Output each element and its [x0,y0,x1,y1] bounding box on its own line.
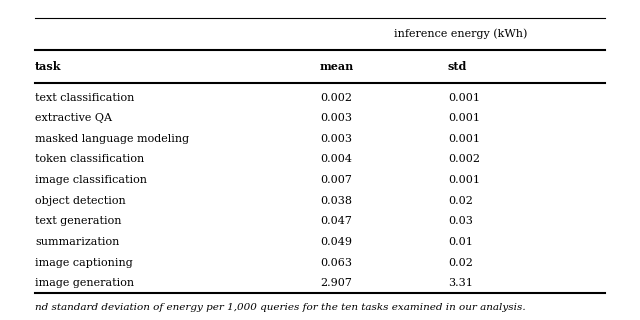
Text: text classification: text classification [35,92,134,103]
Text: 0.01: 0.01 [448,237,473,247]
Text: std: std [448,61,467,72]
Text: 3.31: 3.31 [448,278,473,288]
Text: mean: mean [320,61,355,72]
Text: 0.001: 0.001 [448,113,480,123]
Text: 0.001: 0.001 [448,134,480,144]
Text: nd standard deviation of energy per 1,000 queries for the ten tasks examined in : nd standard deviation of energy per 1,00… [35,303,526,312]
Text: 0.049: 0.049 [320,237,352,247]
Text: text generation: text generation [35,216,122,226]
Text: 0.02: 0.02 [448,258,473,268]
Text: 0.002: 0.002 [320,92,352,103]
Text: summarization: summarization [35,237,120,247]
Text: 0.03: 0.03 [448,216,473,226]
Text: image generation: image generation [35,278,134,288]
Text: extractive QA: extractive QA [35,113,112,123]
Text: 0.02: 0.02 [448,196,473,206]
Text: 0.002: 0.002 [448,155,480,164]
Text: 0.003: 0.003 [320,113,352,123]
Text: image classification: image classification [35,175,147,185]
Text: 0.038: 0.038 [320,196,352,206]
Text: 0.001: 0.001 [448,175,480,185]
Text: 0.047: 0.047 [320,216,352,226]
Text: token classification: token classification [35,155,145,164]
Text: object detection: object detection [35,196,126,206]
Text: task: task [35,61,61,72]
Text: inference energy (kWh): inference energy (kWh) [394,28,527,39]
Text: 0.004: 0.004 [320,155,352,164]
Text: 0.007: 0.007 [320,175,352,185]
Text: masked language modeling: masked language modeling [35,134,189,144]
Text: 0.003: 0.003 [320,134,352,144]
Text: 2.907: 2.907 [320,278,352,288]
Text: image captioning: image captioning [35,258,133,268]
Text: 0.063: 0.063 [320,258,352,268]
Text: 0.001: 0.001 [448,92,480,103]
